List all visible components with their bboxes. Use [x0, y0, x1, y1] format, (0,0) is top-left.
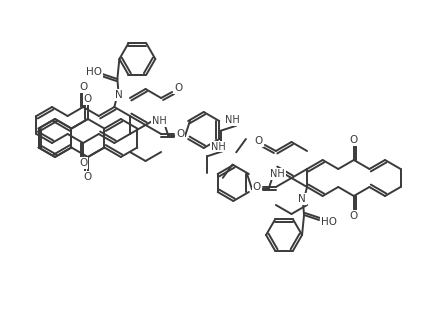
Text: NH: NH	[152, 116, 167, 126]
Text: N: N	[298, 194, 306, 204]
Text: NH: NH	[211, 142, 226, 152]
Text: O: O	[79, 158, 87, 168]
Text: O: O	[350, 211, 358, 221]
Text: O: O	[255, 136, 263, 146]
Text: N: N	[116, 90, 123, 100]
Text: O: O	[174, 83, 182, 93]
Text: HO: HO	[321, 217, 337, 227]
Text: O: O	[176, 129, 184, 139]
Text: O: O	[253, 182, 261, 192]
Text: NH: NH	[225, 115, 239, 125]
Text: O: O	[84, 94, 92, 104]
Text: HO: HO	[86, 67, 102, 77]
Text: O: O	[350, 135, 358, 145]
Text: O: O	[84, 172, 92, 182]
Text: O: O	[79, 82, 87, 92]
Text: NH: NH	[270, 169, 284, 179]
